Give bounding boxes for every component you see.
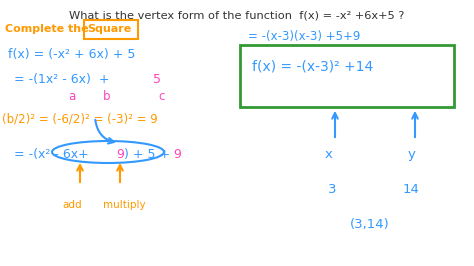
Text: a: a (68, 90, 75, 103)
Text: What is the vertex form of the function  f(x) = -x² +6x+5 ?: What is the vertex form of the function … (69, 10, 405, 20)
Text: 9: 9 (173, 148, 181, 161)
Text: ) + 5 +: ) + 5 + (124, 148, 170, 161)
Text: 3: 3 (328, 183, 337, 196)
Text: f(x) = (-x² + 6x) + 5: f(x) = (-x² + 6x) + 5 (8, 48, 136, 61)
Text: y: y (408, 148, 416, 161)
Text: (3,14): (3,14) (350, 218, 390, 231)
Text: 5: 5 (153, 73, 161, 86)
Text: Square: Square (87, 24, 131, 34)
Text: (b/2)² = (-6/2)² = (-3)² = 9: (b/2)² = (-6/2)² = (-3)² = 9 (2, 112, 158, 125)
Text: add: add (62, 200, 82, 210)
Text: 9: 9 (116, 148, 124, 161)
Text: 14: 14 (403, 183, 420, 196)
Text: f(x) = -(x-3)² +14: f(x) = -(x-3)² +14 (252, 60, 373, 74)
Text: multiply: multiply (103, 200, 146, 210)
Text: x: x (325, 148, 333, 161)
Text: c: c (158, 90, 164, 103)
Text: Complete the: Complete the (5, 24, 92, 34)
Text: = -(x² - 6x+: = -(x² - 6x+ (14, 148, 89, 161)
Text: = -(1x² - 6x)  +: = -(1x² - 6x) + (14, 73, 109, 86)
Text: = -(x-3)(x-3) +5+9: = -(x-3)(x-3) +5+9 (248, 30, 360, 43)
Text: b: b (103, 90, 110, 103)
